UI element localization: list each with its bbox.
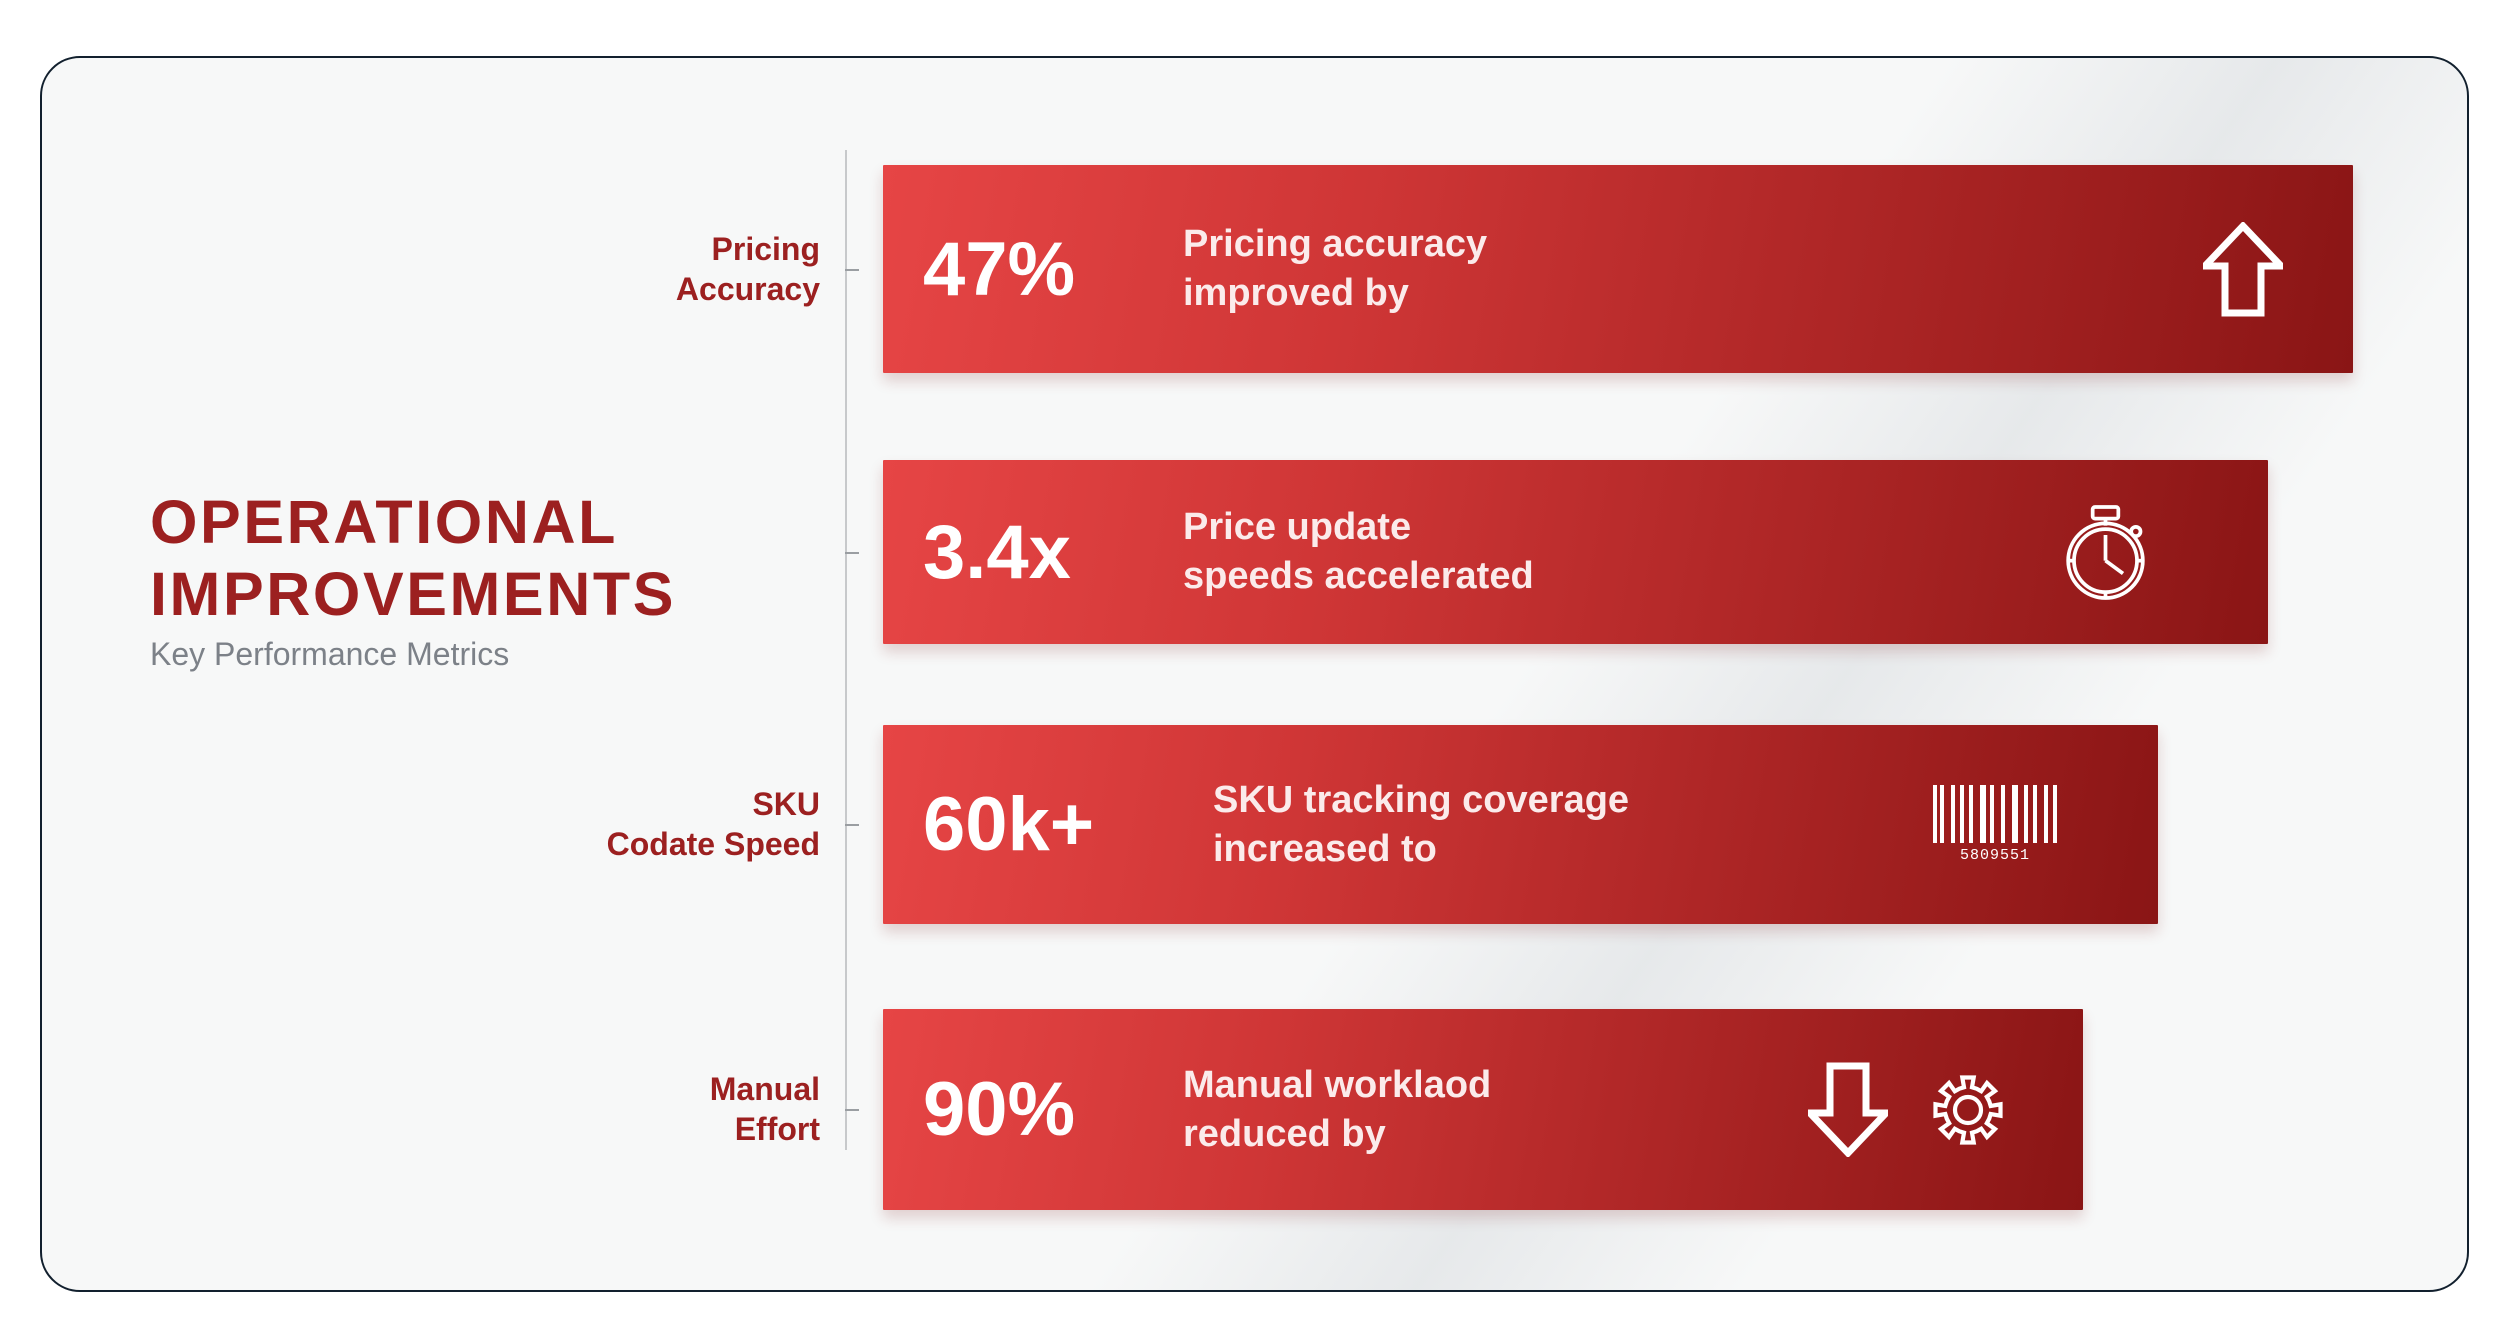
svg-text:5809551: 5809551	[1960, 847, 2030, 864]
